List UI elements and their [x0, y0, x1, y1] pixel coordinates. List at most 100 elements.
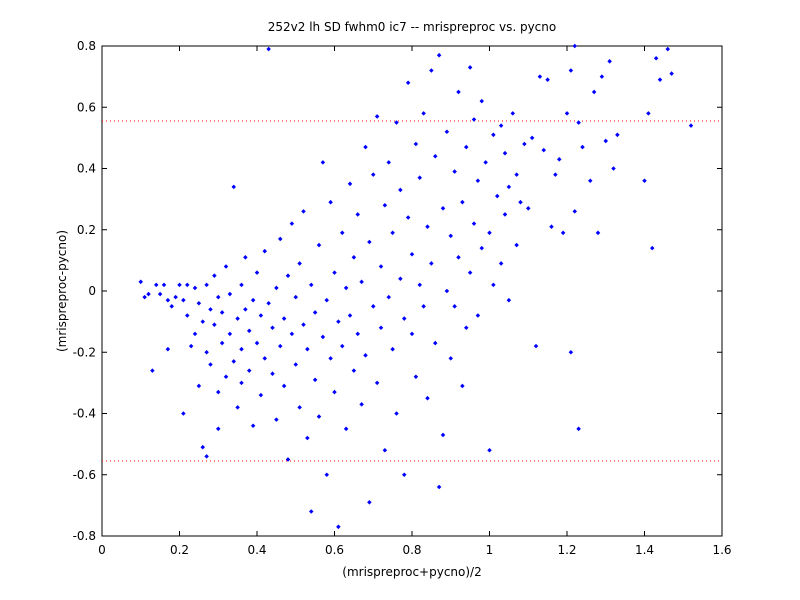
data-point	[448, 356, 454, 361]
y-tick-label: 0.4	[77, 162, 96, 176]
chart-title: 252v2 lh SD fwhm0 ic7 -- mrispreproc vs.…	[268, 20, 556, 34]
data-point	[239, 380, 244, 386]
x-tick-label: 0.6	[325, 543, 344, 557]
data-point	[339, 343, 345, 349]
data-point	[475, 313, 481, 318]
data-point	[498, 261, 504, 266]
x-tick-label: 1.4	[635, 543, 654, 557]
data-point	[196, 383, 202, 389]
data-point	[227, 331, 233, 337]
y-tick-label: 0.8	[77, 39, 96, 53]
data-point	[227, 291, 233, 297]
data-point	[467, 270, 473, 275]
data-point	[138, 279, 144, 285]
data-point	[262, 356, 268, 361]
data-point	[506, 297, 512, 303]
data-point	[285, 457, 291, 462]
data-point	[429, 261, 434, 266]
data-point	[463, 325, 469, 331]
data-point	[316, 414, 322, 419]
data-point	[332, 389, 337, 395]
data-point	[351, 255, 357, 260]
data-point	[417, 282, 423, 288]
data-point	[246, 328, 252, 334]
data-point	[161, 282, 167, 288]
data-point	[328, 356, 333, 361]
data-point	[394, 411, 399, 416]
data-point	[150, 368, 155, 373]
data-point	[254, 270, 260, 275]
data-point	[281, 316, 287, 321]
data-point	[301, 322, 306, 327]
data-point	[165, 297, 171, 303]
data-points	[138, 43, 694, 530]
data-point	[343, 426, 349, 432]
data-point	[382, 447, 388, 453]
data-point	[250, 297, 256, 303]
data-point	[243, 307, 248, 312]
data-point	[277, 343, 283, 349]
data-point	[460, 383, 465, 389]
data-point	[332, 270, 337, 275]
data-point	[177, 282, 182, 288]
data-point	[351, 368, 357, 373]
data-point	[270, 371, 275, 376]
data-point	[153, 282, 159, 288]
data-point	[343, 285, 349, 291]
data-point	[367, 500, 372, 505]
data-point	[285, 273, 291, 278]
data-point	[312, 310, 318, 315]
data-point	[181, 411, 186, 416]
data-point	[456, 255, 461, 260]
y-tick-label: -0.6	[73, 468, 96, 482]
x-tick-label: 1.2	[557, 543, 576, 557]
data-point	[297, 261, 302, 266]
data-point	[258, 392, 264, 398]
y-tick-label: -0.4	[73, 407, 96, 421]
data-point	[215, 294, 221, 300]
x-axis-label: (mrispreproc+pycno)/2	[342, 565, 481, 579]
data-point	[436, 484, 442, 490]
data-point	[355, 331, 361, 337]
data-point	[254, 340, 260, 346]
data-point	[235, 316, 240, 321]
data-point	[413, 374, 419, 380]
data-point	[401, 316, 407, 321]
data-point	[215, 426, 221, 432]
data-point	[212, 273, 217, 278]
data-point	[336, 524, 341, 530]
data-point	[533, 343, 539, 349]
data-point	[297, 405, 302, 410]
data-point	[378, 325, 384, 331]
data-point	[425, 395, 430, 401]
y-tick-label: 0.6	[77, 100, 96, 114]
y-axis-ticks: -0.8 -0.6 -0.4 -0.2 0 0.2 0.4 0.6 0.8	[73, 39, 722, 543]
data-point	[336, 319, 341, 324]
data-point	[305, 435, 310, 441]
data-point	[192, 331, 198, 337]
data-point	[421, 304, 426, 309]
data-point	[184, 282, 190, 288]
data-point	[184, 313, 190, 318]
data-point	[200, 444, 206, 450]
data-point	[266, 300, 271, 306]
data-point	[568, 349, 574, 355]
data-point	[452, 304, 457, 309]
data-point	[440, 432, 446, 438]
data-point	[270, 325, 275, 331]
data-point	[401, 472, 407, 478]
y-tick-label: 0.2	[77, 223, 96, 237]
data-point	[169, 304, 175, 309]
data-point	[250, 423, 256, 429]
data-point	[576, 426, 581, 432]
data-point	[359, 402, 364, 407]
data-point	[347, 313, 353, 318]
data-point	[204, 454, 209, 459]
data-point	[308, 282, 314, 288]
x-tick-label: 1	[486, 543, 494, 557]
data-point	[258, 313, 264, 318]
data-point	[157, 291, 163, 297]
data-point	[246, 368, 252, 373]
data-point	[444, 288, 450, 294]
data-point	[223, 374, 229, 380]
